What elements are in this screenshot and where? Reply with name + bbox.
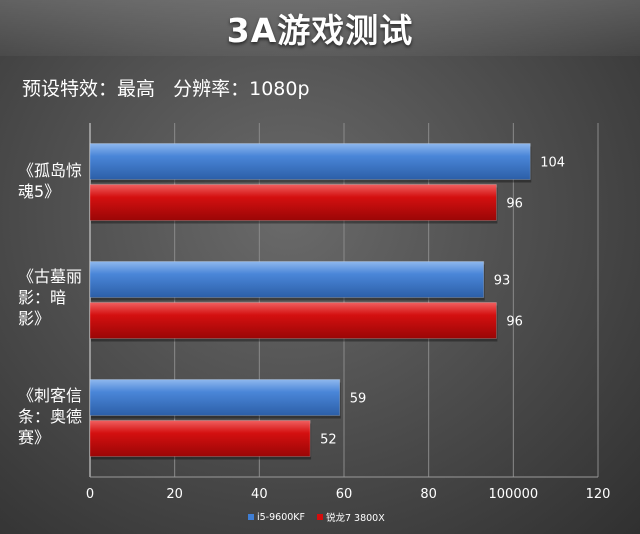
legend-label-series-0: i5-9600KF [257,511,305,523]
category-label-1: 《古墓丽影：暗影》 [18,267,83,328]
x-tick-label-4: 80 [420,487,437,502]
legend-swatch-series-0 [248,514,254,520]
category-label-0: 《孤岛惊魂5》 [18,161,83,201]
category-label-2: 《刺客信条：奥德赛》 [18,386,83,447]
x-tick-label-3: 60 [336,487,353,502]
bar-s0-c2 [89,379,341,416]
data-label-s1-c1: 96 [506,315,523,330]
bar-s0-c0 [89,143,531,180]
bar-s1-c1 [89,302,497,339]
x-tick-label-5: 100000 [489,487,539,502]
x-tick-label-6: 120 [586,487,611,502]
data-label-s0-c2: 59 [350,392,367,407]
legend-item-series-1: 锐龙7 3800X [316,510,385,524]
data-label-s1-c0: 96 [506,197,523,212]
legend: i5-9600KF 锐龙7 3800X [248,510,385,524]
chart-title: 3A游戏测试 [226,11,414,50]
chart-subtitle: 预设特效：最高 分辨率：1080p [22,78,310,100]
data-label-s0-c1: 93 [494,274,511,289]
legend-item-series-0: i5-9600KF [248,512,305,523]
data-label-s1-c2: 52 [320,433,337,448]
legend-label-series-1: 锐龙7 3800X [325,513,385,524]
bar-s1-c2 [89,420,311,457]
legend-swatch-series-1 [316,514,323,520]
title-band [0,0,640,56]
x-tick-label-1: 20 [166,487,183,502]
bar-s1-c0 [89,184,497,221]
x-tick-label-2: 40 [251,487,268,502]
x-tick-label-0: 0 [86,487,94,502]
bar-s0-c1 [89,261,485,298]
data-label-s0-c0: 104 [540,156,565,171]
